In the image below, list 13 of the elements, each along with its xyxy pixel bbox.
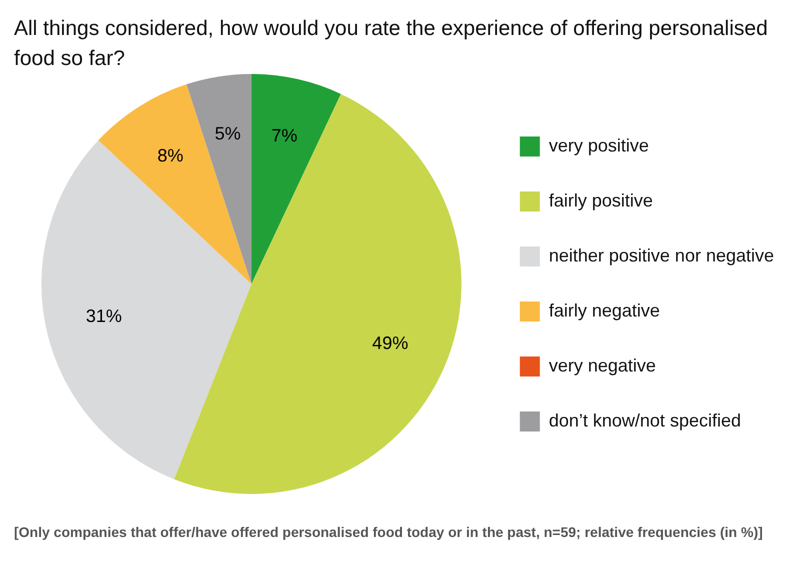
text: [Only companies that offer/have offered personalised food today or in the past, n=59; relative frequencies (in %)] <box>13 523 764 540</box>
data-label: 31% <box>86 306 122 326</box>
data-label: 8% <box>157 145 184 166</box>
legend-label: very negative <box>548 355 656 376</box>
legend-label: neither positive nor negative <box>548 245 774 266</box>
data-label: 7% <box>271 125 298 146</box>
data-label: 49% <box>372 333 408 354</box>
chart-title: All things considered, how would you rate the experience of offering personalised food so far? <box>13 16 769 72</box>
legend-label: fairly negative <box>548 300 660 320</box>
legend-label: fairly positive <box>548 190 653 210</box>
legend-label: very positive <box>548 135 649 156</box>
data-label: 5% <box>214 124 241 144</box>
legend-label: don’t know/not specified <box>548 410 741 430</box>
